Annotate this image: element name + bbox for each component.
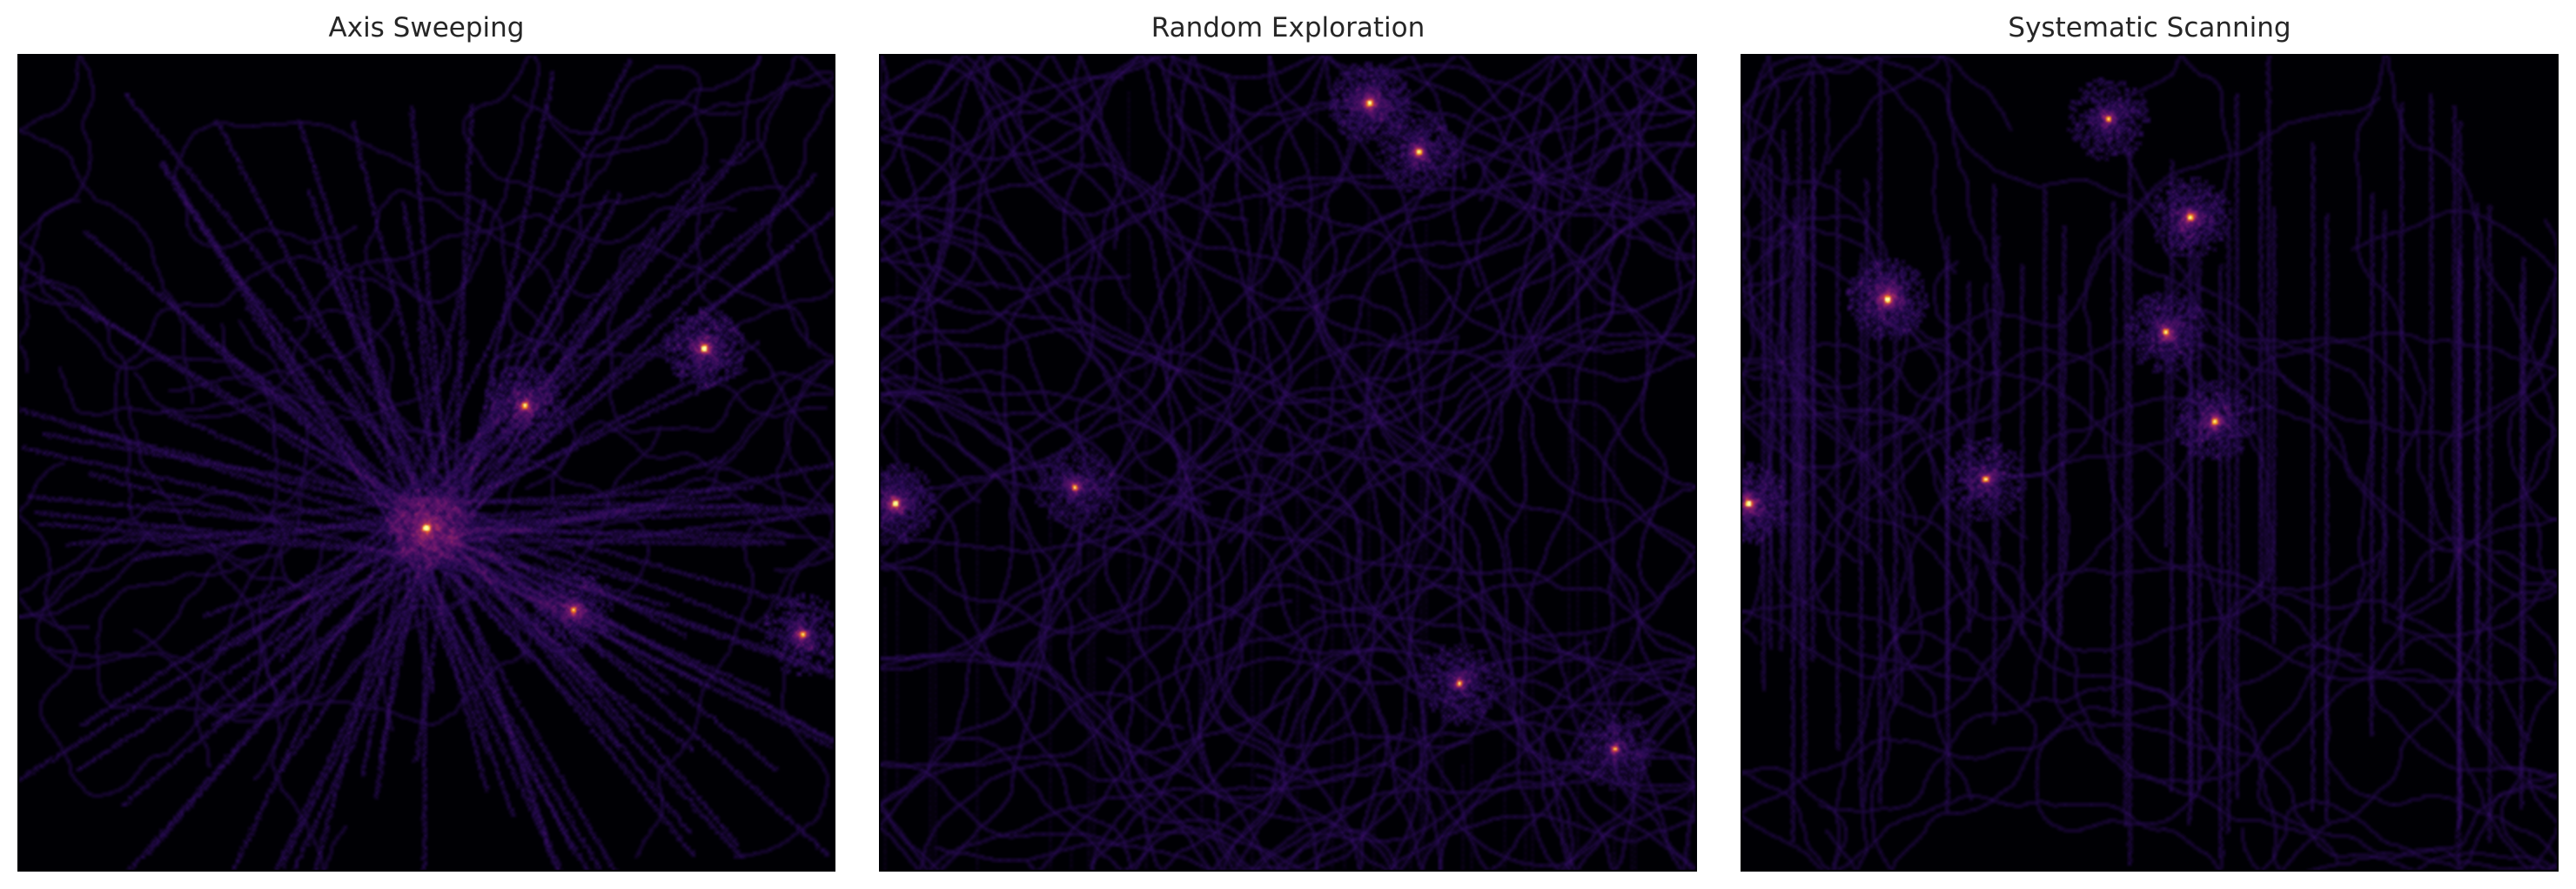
panel-title: Axis Sweeping — [328, 12, 525, 43]
panel-title: Random Exploration — [1150, 12, 1426, 43]
heatmap-random-exploration — [879, 54, 1697, 872]
panel-axis-sweeping: Axis Sweeping — [17, 0, 835, 889]
panel-title: Systematic Scanning — [2008, 12, 2291, 43]
heatmap-axis-sweeping — [17, 54, 835, 872]
heatmap-systematic-scanning — [1741, 54, 2559, 872]
panel-random-exploration: Random Exploration — [879, 0, 1697, 889]
panel-systematic-scanning: Systematic Scanning — [1741, 0, 2559, 889]
